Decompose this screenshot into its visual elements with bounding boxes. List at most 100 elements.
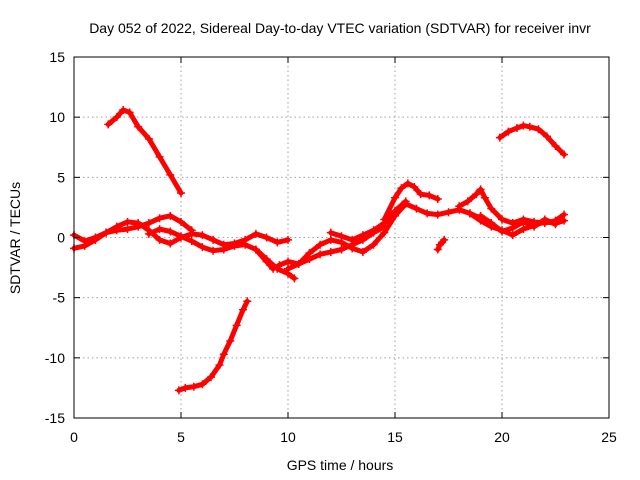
data-point (209, 246, 218, 255)
data-point (337, 232, 346, 241)
data-point (305, 249, 314, 258)
data-point (219, 245, 228, 254)
data-point (348, 244, 357, 253)
data-point (187, 226, 196, 235)
data-point (243, 297, 252, 306)
data-point (326, 228, 335, 237)
data-point (189, 382, 198, 391)
data-point (144, 134, 153, 143)
data-point (487, 219, 496, 228)
x-tick-label: 20 (494, 429, 510, 445)
data-point (542, 132, 551, 141)
data-point (480, 193, 489, 202)
data-point (476, 211, 485, 220)
data-point (80, 237, 89, 246)
x-tick-label: 5 (177, 429, 185, 445)
data-point (358, 231, 367, 240)
data-point (144, 219, 153, 228)
data-point (512, 123, 521, 132)
data-point (455, 202, 464, 211)
data-point (433, 245, 442, 254)
data-point (472, 190, 481, 199)
data-point (401, 197, 410, 206)
data-point (519, 121, 528, 130)
data-point (416, 190, 425, 199)
data-point (226, 336, 235, 345)
data-point (166, 239, 175, 248)
data-point (177, 232, 185, 241)
series-arc-j (478, 213, 558, 234)
data-point (273, 238, 282, 247)
data-point (530, 222, 539, 231)
data-point (498, 215, 506, 224)
data-point (391, 207, 399, 216)
data-point (487, 204, 496, 213)
data-point (134, 122, 143, 131)
data-point (155, 225, 164, 234)
data-point (262, 233, 271, 242)
data-point (155, 235, 164, 244)
data-point (534, 125, 543, 134)
data-point (104, 120, 113, 129)
data-point (206, 373, 215, 382)
x-tick-label: 25 (601, 429, 617, 445)
series-arc-short (435, 237, 447, 252)
data-point (198, 231, 207, 240)
data-point (119, 105, 128, 114)
data-point (412, 204, 421, 213)
data-point (498, 227, 506, 236)
y-tick-label: 0 (57, 230, 65, 246)
y-tick-label: 15 (49, 49, 65, 65)
data-point (440, 235, 449, 244)
data-point (166, 227, 175, 236)
data-point (284, 257, 292, 266)
data-point (326, 235, 335, 244)
data-point (251, 245, 260, 254)
data-point (495, 133, 504, 142)
data-point (123, 217, 132, 226)
data-point (504, 127, 513, 136)
data-point (380, 219, 389, 228)
x-tick-label: 15 (387, 429, 403, 445)
data-point (177, 188, 185, 197)
data-point (134, 222, 143, 231)
data-point (551, 220, 560, 229)
data-point (316, 240, 325, 249)
data-point (166, 170, 175, 179)
data-point (166, 211, 175, 220)
axis-ticks: 0 5 10 15 20 25 -15 -10 -5 0 5 10 15 (45, 49, 617, 445)
y-tick-label: -5 (53, 290, 66, 306)
data-point (425, 191, 434, 200)
data-point (239, 305, 248, 314)
y-tick-label: -15 (45, 410, 65, 426)
data-point (476, 185, 485, 194)
data-point (219, 350, 228, 359)
data-point (275, 261, 284, 270)
data-point (519, 217, 528, 226)
series-arc-high-morning (105, 107, 184, 196)
data-point (551, 142, 560, 151)
data-point (232, 321, 241, 330)
data-point (380, 228, 389, 237)
data-point (241, 240, 250, 249)
data-point (465, 209, 474, 218)
chart-title: Day 052 of 2022, Sidereal Day-to-day VTE… (89, 20, 591, 36)
y-tick-label: 10 (49, 109, 65, 125)
data-point (444, 208, 453, 217)
data-point (369, 240, 378, 249)
data-point (284, 235, 292, 244)
data-point (433, 210, 442, 219)
data-point (294, 259, 303, 268)
data-point (316, 250, 325, 259)
data-point (198, 380, 207, 389)
data-point (560, 150, 569, 159)
data-point (326, 247, 335, 256)
y-axis-label: SDTVAR / TECUs (7, 182, 23, 294)
data-point (508, 231, 517, 240)
data-point (198, 243, 207, 252)
data-point (397, 184, 406, 193)
data-point (284, 264, 292, 273)
data-point (174, 386, 183, 395)
data-point (463, 197, 472, 206)
